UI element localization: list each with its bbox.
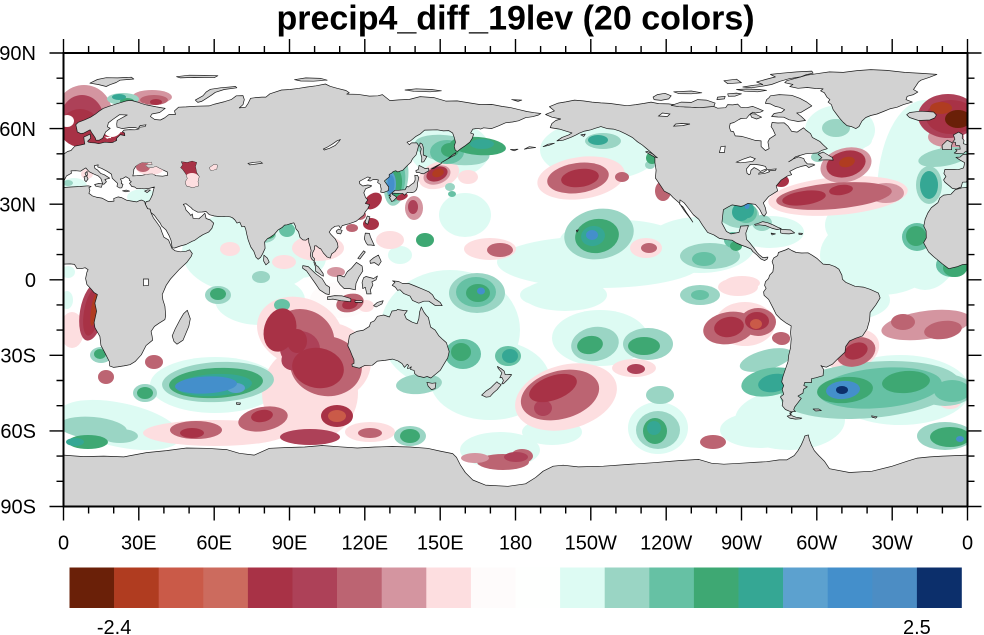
- svg-text:2.5: 2.5: [903, 617, 931, 635]
- svg-text:30N: 30N: [0, 194, 36, 216]
- svg-text:60N: 60N: [0, 119, 36, 141]
- svg-text:30W: 30W: [872, 533, 913, 555]
- svg-text:0: 0: [58, 533, 69, 555]
- svg-text:0: 0: [962, 533, 973, 555]
- svg-text:60E: 60E: [196, 533, 232, 555]
- svg-text:120W: 120W: [640, 533, 692, 555]
- svg-text:precip4_diff_19lev (20 colors): precip4_diff_19lev (20 colors): [276, 0, 754, 38]
- svg-text:90E: 90E: [272, 533, 308, 555]
- svg-text:120E: 120E: [341, 533, 388, 555]
- svg-text:60W: 60W: [796, 533, 837, 555]
- svg-text:30E: 30E: [121, 533, 157, 555]
- svg-text:90N: 90N: [0, 43, 36, 65]
- svg-text:90S: 90S: [0, 497, 36, 519]
- svg-text:30S: 30S: [0, 346, 36, 368]
- svg-text:150E: 150E: [417, 533, 464, 555]
- svg-text:150W: 150W: [565, 533, 617, 555]
- svg-text:-2.4: -2.4: [97, 617, 131, 635]
- svg-text:0: 0: [25, 270, 36, 292]
- svg-text:60S: 60S: [0, 421, 36, 443]
- svg-text:90W: 90W: [721, 533, 762, 555]
- svg-text:180: 180: [499, 533, 532, 555]
